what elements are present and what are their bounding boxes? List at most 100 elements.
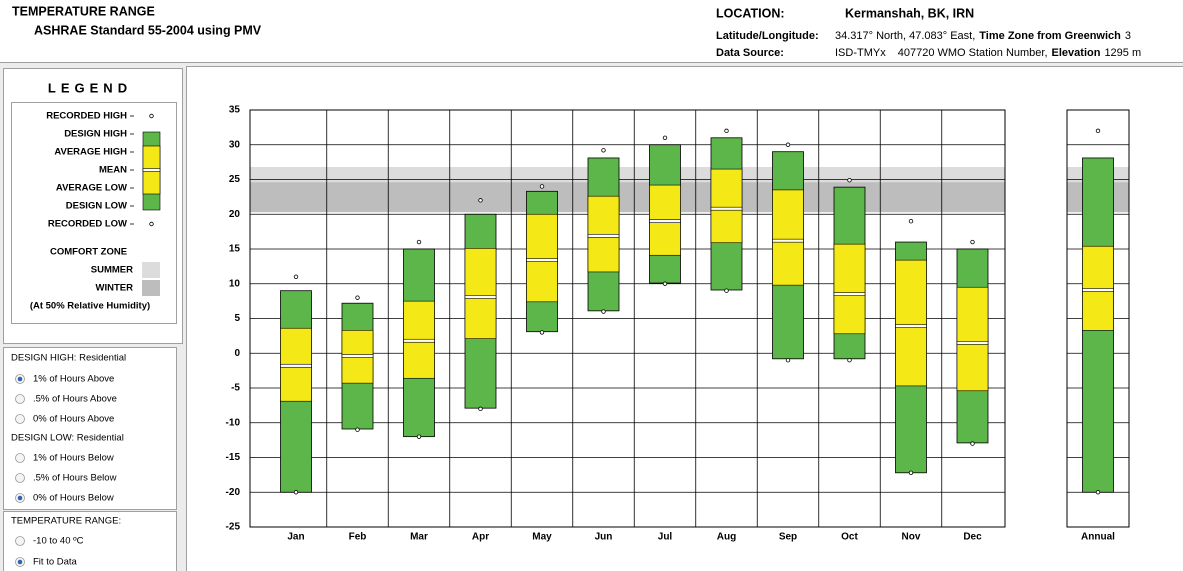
radio-dot [17, 495, 23, 501]
x-tick-label: Aug [717, 532, 736, 543]
source: ISD-TMYx [835, 47, 886, 59]
radio-label[interactable]: 1% of Hours Below [33, 453, 114, 464]
location: Kermanshah, BK, IRN [845, 6, 974, 20]
x-tick-label: Feb [349, 532, 367, 543]
average-range [956, 286, 989, 392]
recorded-point [662, 281, 668, 286]
radio-button[interactable] [15, 453, 25, 463]
mean-line [895, 324, 927, 328]
x-tick-label: Annual [1081, 532, 1115, 543]
timezone-label: Time Zone from Greenwich [979, 30, 1121, 42]
comfort-zone-label: WINTER [96, 283, 134, 294]
options-panel [3, 347, 177, 510]
recorded-point [355, 427, 360, 432]
page-subtitle: ASHRAE Standard 55-2004 using PMV [34, 23, 262, 37]
radio-button[interactable] [15, 473, 25, 483]
x-tick-label: Dec [963, 532, 982, 543]
comfort-zone-label: SUMMER [91, 265, 133, 276]
legend-title: LEGEND [48, 80, 132, 95]
legend-label: DESIGN LOW [66, 201, 127, 212]
average-range [833, 243, 866, 335]
radio-label[interactable]: 1% of Hours Above [33, 374, 114, 385]
mean-line [710, 206, 743, 211]
mean-line [464, 295, 497, 299]
recorded-point [1095, 128, 1101, 134]
comfort-zone-swatch [142, 262, 160, 278]
latlon-line: 34.317° North, 47.083° East, Time Zone fr… [835, 30, 1131, 42]
recorded-point [785, 142, 791, 147]
recorded-point [908, 218, 914, 224]
location-label: LOCATION: [716, 6, 785, 20]
mean-line [403, 338, 435, 343]
average-range [526, 213, 558, 303]
recorded-point [416, 434, 422, 439]
x-tick-label: Sep [779, 532, 797, 543]
y-tick-label: -15 [226, 452, 241, 463]
radio-label[interactable]: -10 to 40 ºC [33, 536, 84, 547]
legend-recorded [149, 113, 154, 119]
radio-label[interactable]: .5% of Hours Above [33, 394, 117, 405]
y-tick-label: 35 [229, 105, 241, 116]
x-tick-label: Apr [472, 532, 489, 543]
recorded-point [539, 330, 545, 335]
y-tick-label: 25 [229, 174, 241, 185]
recorded-point [847, 177, 852, 183]
legend-label: RECORDED LOW [48, 219, 127, 230]
mean-line [1082, 288, 1114, 292]
legend-label: AVERAGE LOW [56, 183, 127, 194]
x-tick-label: Oct [841, 532, 858, 543]
comfort-zone-note: (At 50% Relative Humidity) [30, 301, 150, 312]
recorded-point [355, 295, 360, 300]
radio-button[interactable] [15, 414, 25, 424]
y-tick-label: -20 [226, 487, 241, 498]
source-line: ISD-TMYx 407720 WMO Station Number, Elevat… [835, 47, 1141, 59]
y-tick-label: -5 [231, 383, 240, 394]
y-tick-label: 5 [234, 313, 240, 324]
radio-label[interactable]: 0% of Hours Above [33, 414, 114, 425]
recorded-point [601, 148, 606, 153]
radio-button[interactable] [15, 394, 25, 404]
x-tick-label: Jan [287, 532, 304, 543]
x-tick-label: May [532, 532, 552, 543]
mean-line [526, 258, 558, 262]
option-group-title: DESIGN HIGH: Residential [11, 353, 126, 364]
radio-dot [17, 559, 23, 565]
legend-label: RECORDED HIGH [46, 111, 127, 122]
radio-button[interactable] [15, 536, 25, 546]
radio-label[interactable]: 0% of Hours Below [33, 493, 114, 504]
recorded-point [478, 198, 483, 203]
y-tick-label: 20 [229, 209, 241, 220]
plot-frame [249, 109, 1006, 528]
x-tick-label: Jun [595, 532, 613, 543]
latlon-label: Latitude/Longitude: [716, 30, 819, 42]
recorded-point [970, 239, 975, 245]
mean-line [649, 219, 681, 223]
y-tick-label: 15 [229, 244, 241, 255]
recorded-point [539, 184, 545, 189]
legend-glyph-mean [142, 168, 161, 172]
header-panel [0, 0, 1183, 62]
y-tick-label: 10 [229, 278, 241, 289]
latlon: 34.317° North, 47.083° East, [835, 30, 975, 42]
average-range [464, 248, 497, 339]
recorded-point [724, 128, 729, 134]
radio-label[interactable]: .5% of Hours Below [33, 473, 117, 484]
legend-label: DESIGN HIGH [64, 129, 127, 140]
mean-line [341, 354, 374, 358]
radio-dot [17, 376, 23, 382]
station: 407720 WMO Station Number, [898, 47, 1048, 59]
radio-label[interactable]: Fit to Data [33, 557, 78, 568]
plot-frame [1066, 109, 1130, 528]
legend-label: MEAN [99, 165, 127, 176]
recorded-point [601, 309, 606, 314]
recorded-point [847, 358, 852, 363]
recorded-point [478, 406, 483, 412]
timezone: 3 [1125, 30, 1131, 42]
mean-line [772, 238, 804, 243]
recorded-point [785, 358, 791, 363]
x-tick-label: Jul [658, 532, 673, 543]
comfort-zone [250, 182, 1005, 213]
y-tick-label: -25 [226, 522, 241, 533]
legend-label: AVERAGE HIGH [54, 147, 127, 158]
